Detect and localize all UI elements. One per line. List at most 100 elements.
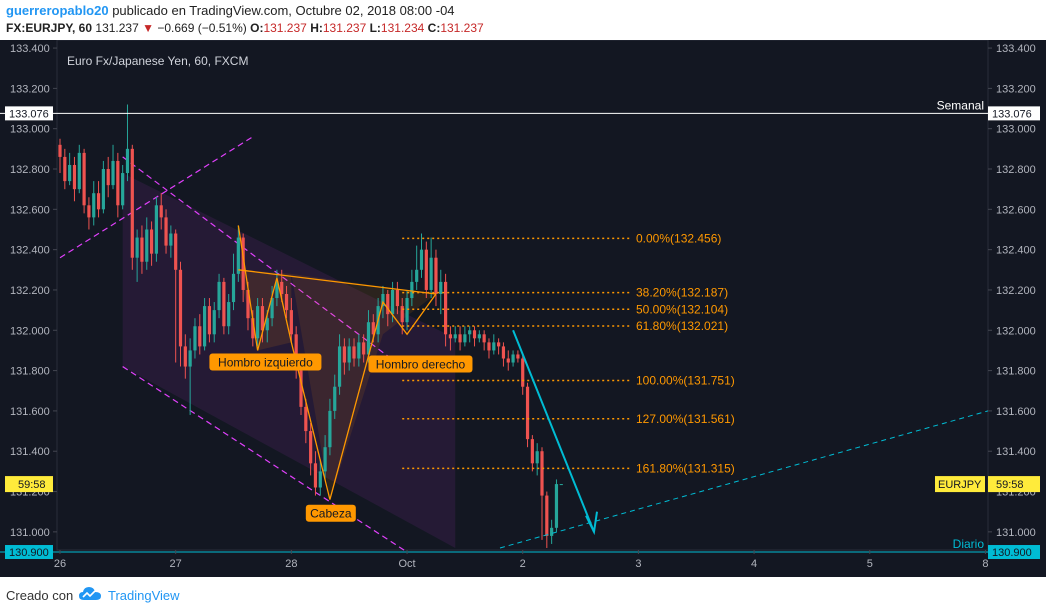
y-tick-label-left: 133.400 [10,43,50,55]
y-tick-label-left: 131.800 [10,366,50,378]
level-tag-left [5,545,53,560]
pattern-label: Hombro izquierdo [218,356,313,370]
y-tick-label-right: 132.600 [996,204,1036,216]
level-name-diario: Diario [953,537,985,551]
footer-bar: Creado con TradingView [0,577,1046,613]
candle-body [371,322,375,335]
y-tick-label-right: 131.800 [996,366,1036,378]
countdown-tag-left [5,476,53,493]
candle-body [506,358,510,363]
symbol-tag-text: EURJPY [938,479,982,491]
candle-body [545,495,549,536]
candle-body [193,326,197,351]
candle-body [550,527,554,536]
candle-body [362,342,366,355]
candle-body [352,346,356,359]
fib-label: 100.00%(131.751) [636,373,735,387]
candle-body [164,217,168,246]
neckline [238,269,437,295]
price-chart[interactable]: Semanal Diario 0.00%(132.456) 38.20%(132.18… [0,40,1046,577]
candle-body [468,330,472,335]
candle-body [256,306,260,339]
down-arrow-icon: ▼ [142,21,155,35]
x-tick-label: 3 [635,558,641,570]
level-value-left: 133.076 [9,108,49,120]
candle-body [328,410,332,448]
price-axes[interactable]: 133.400 133.400 133.200 133.200 133.000 133.0… [5,43,1040,570]
author-link[interactable]: guerreropablo20 [6,3,109,18]
candle-body [472,330,477,339]
fib-label: 61.80%(132.021) [636,319,728,333]
candle-body [337,346,342,387]
y-tick-label-right: 132.000 [996,325,1036,337]
candle-body [198,326,202,347]
x-tick-label: 28 [285,558,297,570]
candle-body [241,237,245,290]
channel-lower-line [122,366,408,553]
y-tick-label-right: 131.600 [996,406,1036,418]
level-value-right: 133.076 [992,108,1032,120]
publish-info: guerreropablo20 publicado en TradingView… [6,3,455,18]
candle-body [246,289,250,319]
level-tag-right [988,545,1040,560]
chart-title: Euro Fx/Japanese Yen, 60, FXCM [67,54,248,68]
candle-body [333,386,337,411]
y-tick-label-right: 131.000 [996,527,1036,539]
created-with-text: Creado con [6,588,74,603]
y-tick-label-right: 133.200 [996,83,1036,95]
drawing-overlays: Semanal Diario 0.00%(132.456) 38.20%(132.18… [0,98,989,553]
y-tick-label-left: 133.000 [10,124,50,136]
x-tick-label: 5 [867,558,873,570]
y-tick-label-left: 131.400 [10,446,50,458]
rising-trendline [499,410,989,549]
ohlc-legend: FX:EURJPY, 60 131.237 ▼ −0.669 (−0.51%) … [6,21,484,35]
candle-body [106,169,110,186]
candle-body [400,306,404,323]
candle-body [222,281,226,327]
candle-body [439,281,443,294]
candle-body [135,237,139,258]
tradingview-link[interactable]: TradingView [108,588,180,603]
candle-body [299,370,303,407]
header-bar: guerreropablo20 publicado en TradingView… [0,0,1046,40]
y-tick-label-right: 131.400 [996,446,1036,458]
candle-body [357,342,361,359]
y-tick-label-left: 132.200 [10,285,50,297]
candle-body [159,205,163,218]
candle-body [501,346,506,359]
candle-body [492,342,496,351]
level-name-semanal: Semanal [937,98,984,112]
candle-body [72,164,77,190]
candle-body [111,160,115,186]
candle-body [559,484,563,486]
candle-body [482,334,486,343]
candle-body [101,169,105,210]
low-value: 131.234 [380,21,425,35]
candle-body [265,318,269,331]
candle-body [410,281,414,299]
candle-body [188,350,192,367]
candle-body [313,463,318,488]
level-tag-left [5,106,53,121]
candle-body [116,160,120,206]
x-tick-label: Oct [398,558,415,570]
candle-body [178,269,183,347]
level-value-left: 130.900 [9,547,49,559]
candle-body [58,144,62,157]
candle-body [183,346,187,367]
y-tick-label-left: 132.800 [10,164,50,176]
high-label: H: [310,21,323,35]
candle-body [125,148,130,174]
candle-body [453,334,457,339]
price-change: −0.669 (−0.51%) [157,21,247,35]
tradingview-cloud-icon[interactable] [78,586,102,607]
countdown-right: 59:58 [996,479,1024,491]
y-tick-label-right: 132.200 [996,285,1036,297]
candle-body [275,281,279,299]
symbol-tag [935,476,985,493]
y-tick-label-left: 132.600 [10,204,50,216]
candle-body [284,293,289,311]
countdown-tag-right [988,476,1040,493]
candle-body [121,173,125,206]
candle-body [458,334,462,343]
